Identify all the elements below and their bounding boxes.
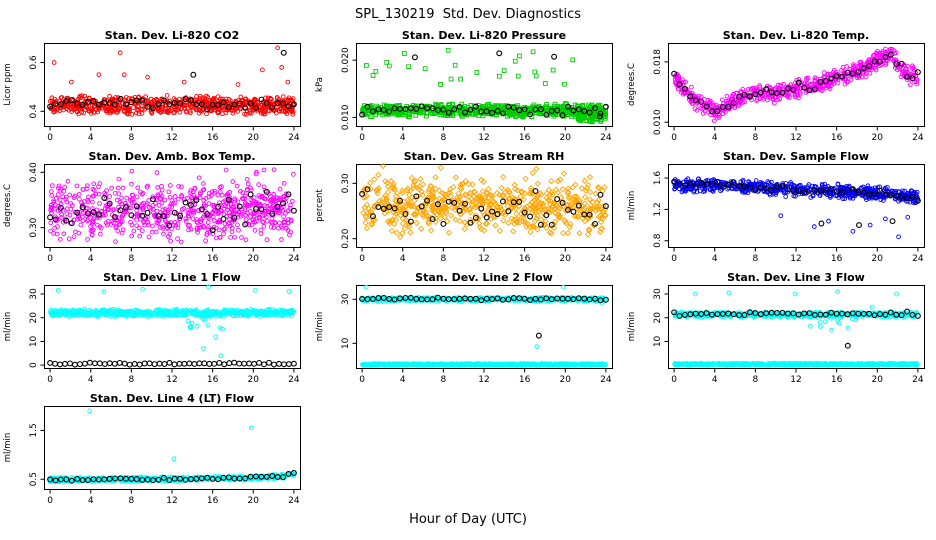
y-axis-label-line4-lt-flow: ml/min <box>3 432 13 463</box>
chart-canvas-gas-stream-rh <box>312 147 624 268</box>
chart-title-line1-flow: Stan. Dev. Line 1 Flow <box>103 271 241 284</box>
chart-cell-amb-box-temp: Stan. Dev. Amb. Box Temp. degrees.C <box>0 147 312 268</box>
chart-title-line2-flow: Stan. Dev. Line 2 Flow <box>415 271 553 284</box>
chart-title-li820-co2: Stan. Dev. Li-820 CO2 <box>104 29 240 42</box>
y-axis-label-li820-pressure: kPa <box>315 77 325 92</box>
chart-title-sample-flow: Stan. Dev. Sample Flow <box>722 150 870 163</box>
chart-title-line4-lt-flow: Stan. Dev. Line 4 (LT) Flow <box>89 392 255 405</box>
chart-title-amb-box-temp: Stan. Dev. Amb. Box Temp. <box>88 150 256 163</box>
chart-cell-line2-flow: Stan. Dev. Line 2 Flow ml/min <box>312 268 624 389</box>
chart-cell-gas-stream-rh: Stan. Dev. Gas Stream RH percent <box>312 147 624 268</box>
y-axis-label-gas-stream-rh: percent <box>315 189 325 222</box>
chart-title-line3-flow: Stan. Dev. Line 3 Flow <box>727 271 865 284</box>
chart-cell-li820-pressure: Stan. Dev. Li-820 Pressure kPa <box>312 26 624 147</box>
y-axis-label-line2-flow: ml/min <box>315 311 325 342</box>
chart-title-li820-temp: Stan. Dev. Li-820 Temp. <box>722 29 870 42</box>
chart-cell-li820-co2: Stan. Dev. Li-820 CO2 Licor ppm <box>0 26 312 147</box>
chart-canvas-li820-co2 <box>0 26 312 147</box>
chart-cell-line1-flow: Stan. Dev. Line 1 Flow ml/min <box>0 268 312 389</box>
y-axis-label-line1-flow: ml/min <box>3 311 13 342</box>
chart-canvas-line2-flow <box>312 268 624 389</box>
x-axis-label: Hour of Day (UTC) <box>409 512 527 527</box>
charts-grid: Stan. Dev. Li-820 CO2 Licor ppm Stan. Dev.… <box>0 26 936 510</box>
y-axis-label-li820-temp: degrees.C <box>627 63 637 106</box>
chart-canvas-amb-box-temp <box>0 147 312 268</box>
chart-canvas-line3-flow <box>624 268 936 389</box>
y-axis-label-line3-flow: ml/min <box>627 311 637 342</box>
chart-canvas-line4-lt-flow <box>0 389 312 510</box>
chart-cell-line3-flow: Stan. Dev. Line 3 Flow ml/min <box>624 268 936 389</box>
chart-cell-sample-flow: Stan. Dev. Sample Flow ml/min <box>624 147 936 268</box>
y-axis-label-amb-box-temp: degrees.C <box>3 184 13 227</box>
chart-canvas-li820-pressure <box>312 26 624 147</box>
y-axis-label-sample-flow: ml/min <box>627 190 637 221</box>
y-axis-label-li820-co2: Licor ppm <box>3 63 13 106</box>
chart-cell-li820-temp: Stan. Dev. Li-820 Temp. degrees.C <box>624 26 936 147</box>
chart-cell-line4-lt-flow: Stan. Dev. Line 4 (LT) Flow ml/min <box>0 389 312 510</box>
chart-canvas-li820-temp <box>624 26 936 147</box>
chart-canvas-line1-flow <box>0 268 312 389</box>
page-title: SPL_130219 Std. Dev. Diagnostics <box>355 7 581 22</box>
chart-canvas-sample-flow <box>624 147 936 268</box>
chart-title-gas-stream-rh: Stan. Dev. Gas Stream RH <box>403 150 565 163</box>
chart-title-li820-pressure: Stan. Dev. Li-820 Pressure <box>401 29 567 42</box>
